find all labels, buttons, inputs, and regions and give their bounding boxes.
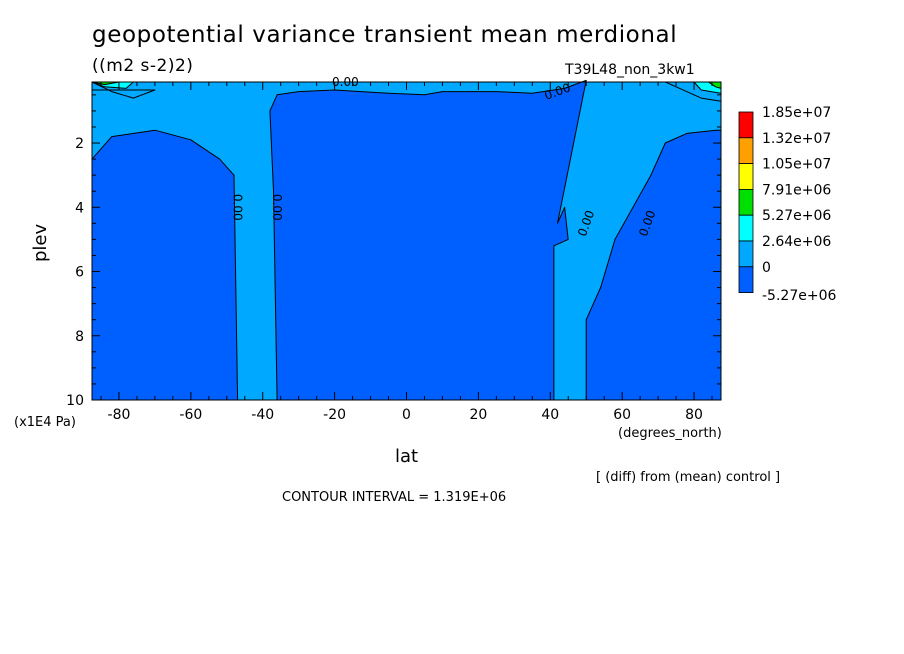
contour-region-1	[269, 79, 587, 401]
colorbar-swatch-4	[738, 214, 754, 242]
colorbar-label-3: 7.91e+06	[762, 182, 831, 198]
y-tick-label-1: 4	[75, 200, 84, 216]
y-tick-label-0: 2	[75, 136, 84, 152]
y-axis-units: (x1E4 Pa)	[14, 415, 76, 430]
colorbar: 1.85e+07 1.32e+07 1.05e+07 7.91e+06 5.27e+06…	[738, 105, 836, 304]
y-tick-label-2: 6	[75, 265, 84, 281]
colorbar-label-5: 2.64e+06	[762, 234, 831, 250]
run-name: T39L48_non_3kw1	[565, 62, 695, 78]
x-tick-label-4: 0	[402, 407, 411, 423]
x-tick-label-0: -80	[108, 407, 131, 423]
x-tick-label-3: -20	[323, 407, 346, 423]
x-axis-units: (degrees_north)	[618, 426, 722, 441]
contour-label-3: 0.00	[270, 194, 284, 221]
colorbar-swatch-3	[738, 188, 754, 216]
colorbar-label-0: 1.85e+07	[762, 105, 831, 121]
x-tick-label-1: -60	[179, 407, 202, 423]
contour-region-0	[91, 129, 239, 401]
colorbar-label-2: 1.05e+07	[762, 157, 831, 173]
colorbar-label-1: 1.32e+07	[762, 131, 831, 147]
diff-note: [ (diff) from (mean) control ]	[596, 470, 781, 485]
y-tick-label-4: 10	[66, 393, 84, 409]
contour-label-0: 0.00	[332, 75, 359, 89]
chart-units: ((m2 s-2)2)	[92, 56, 194, 76]
x-tick-label-5: 20	[469, 407, 487, 423]
x-tick-label-7: 60	[613, 407, 631, 423]
x-axis-label: lat	[395, 446, 419, 467]
colorbar-swatch-5	[738, 240, 754, 268]
colorbar-label-6: 0	[762, 260, 771, 276]
x-tick-label-6: 40	[541, 407, 559, 423]
colorbar-swatch-6	[738, 266, 754, 293]
colorbar-label-4: 5.27e+06	[762, 208, 831, 224]
colorbar-label-7: -5.27e+06	[762, 288, 836, 304]
x-tick-label-2: -40	[251, 407, 274, 423]
x-tick-label-8: 80	[685, 407, 703, 423]
contour-label-2: 0.00	[231, 194, 245, 221]
chart-title: geopotential variance transient mean mer…	[92, 22, 678, 48]
contour-interval: CONTOUR INTERVAL = 1.319E+06	[282, 490, 507, 505]
colorbar-swatch-0	[738, 111, 754, 139]
colorbar-swatch-2	[738, 163, 754, 190]
y-tick-label-3: 8	[75, 329, 84, 345]
colorbar-swatch-1	[738, 137, 754, 165]
